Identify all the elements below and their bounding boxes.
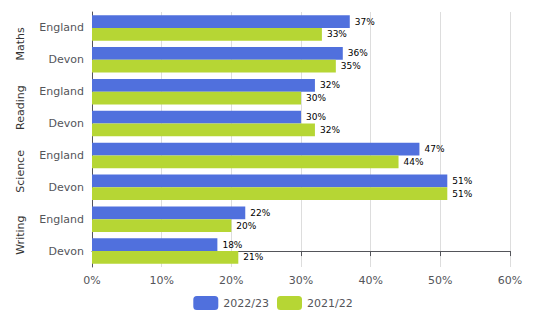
svg-text:Devon: Devon <box>49 181 84 194</box>
svg-text:20%: 20% <box>236 221 256 231</box>
svg-text:32%: 32% <box>320 125 340 135</box>
svg-text:2021/22: 2021/22 <box>307 297 353 310</box>
svg-text:33%: 33% <box>327 29 347 39</box>
svg-text:Devon: Devon <box>49 245 84 258</box>
svg-text:22%: 22% <box>250 208 270 218</box>
svg-text:Devon: Devon <box>49 53 84 66</box>
svg-text:44%: 44% <box>404 157 424 167</box>
svg-text:47%: 47% <box>424 144 444 154</box>
svg-text:36%: 36% <box>348 48 368 58</box>
svg-text:England: England <box>39 213 84 226</box>
svg-text:18%: 18% <box>222 240 242 250</box>
svg-text:Writing: Writing <box>14 215 27 254</box>
svg-text:40%: 40% <box>358 274 382 287</box>
svg-text:Science: Science <box>14 150 27 193</box>
svg-text:32%: 32% <box>320 80 340 90</box>
svg-text:51%: 51% <box>452 189 472 199</box>
svg-text:England: England <box>39 21 84 34</box>
svg-text:10%: 10% <box>149 274 173 287</box>
svg-text:30%: 30% <box>306 93 326 103</box>
svg-text:England: England <box>39 149 84 162</box>
svg-text:37%: 37% <box>355 17 375 27</box>
svg-text:Maths: Maths <box>14 27 27 61</box>
svg-text:30%: 30% <box>289 274 313 287</box>
svg-text:21%: 21% <box>243 252 263 262</box>
svg-text:30%: 30% <box>306 112 326 122</box>
svg-text:Devon: Devon <box>49 117 84 130</box>
svg-text:50%: 50% <box>428 274 452 287</box>
svg-text:51%: 51% <box>452 176 472 186</box>
svg-text:Reading: Reading <box>14 85 27 130</box>
svg-text:35%: 35% <box>341 61 361 71</box>
svg-text:2022/23: 2022/23 <box>223 297 269 310</box>
svg-text:60%: 60% <box>498 274 522 287</box>
svg-text:0%: 0% <box>83 274 100 287</box>
svg-text:England: England <box>39 85 84 98</box>
svg-text:20%: 20% <box>219 274 243 287</box>
